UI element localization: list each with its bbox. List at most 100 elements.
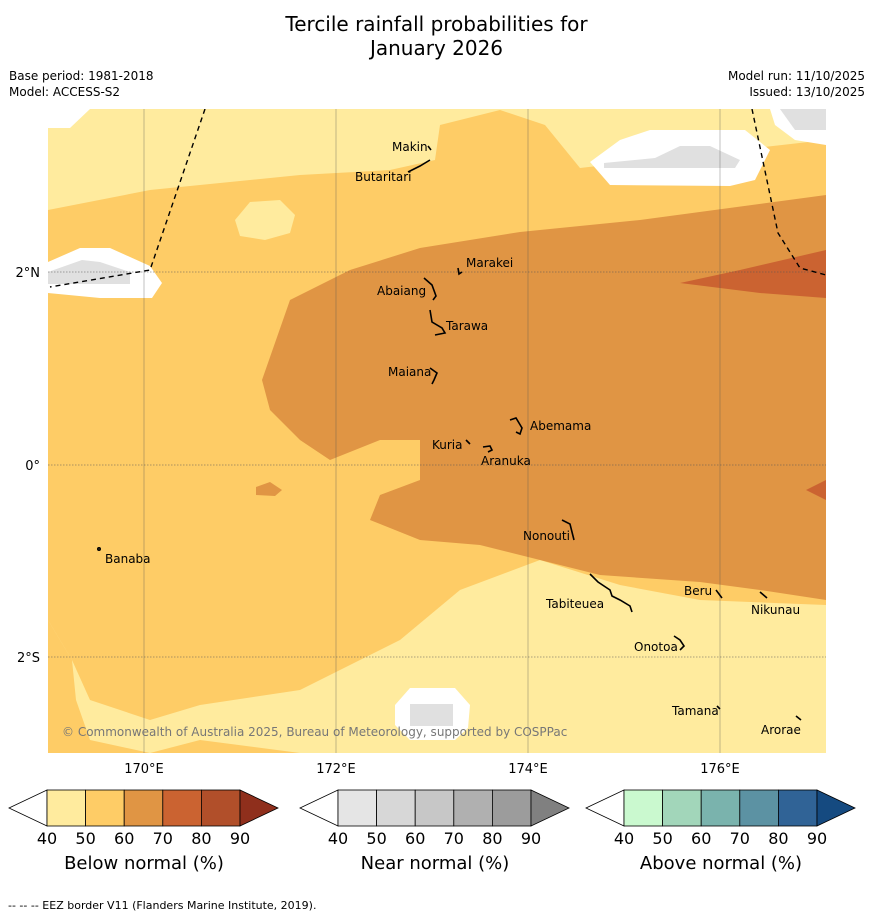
copyright-notice: © Commonwealth of Australia 2025, Bureau… [62,725,567,739]
island-nonouti-shape [561,519,575,541]
colorbar-below: 40 50 60 70 80 90 [8,789,279,848]
place-label-abemama: Abemama [530,419,591,433]
place-label-tabiteuea: Tabiteuea [545,597,604,611]
place-label-maiana: Maiana [388,365,431,379]
colorbar-near-segment [453,789,493,827]
colorbars: 40 50 60 70 80 90 40 50 60 70 80 90 40 50 60 70 80 90 [8,789,856,848]
colorbar-near-segment [337,789,377,827]
island-tamana-shape [716,705,721,710]
place-label-banaba: Banaba [105,552,151,566]
near-normal-fill-west [48,260,130,284]
prob-40-50-patch [235,200,295,240]
colorbar-below-tick-label: 50 [75,829,95,848]
place-label-tarawa: Tarawa [445,319,488,333]
lon-label-176e: 176°E [700,762,740,777]
island-tarawa-shape [429,309,447,336]
island-abemama-shape [509,417,523,436]
colorbar-below-segment [162,789,202,827]
colorbar-near-tick-label: 60 [405,829,425,848]
colorbar-below-title: Below normal (%) [64,853,224,874]
colorbar-near: 40 50 60 70 80 90 [299,789,570,848]
lat-label-2s: 2°S [17,651,40,666]
colorbar-below-over-extension [239,789,279,827]
prob-60-70-region [262,195,826,600]
near-normal-patch-top-left [48,109,90,128]
colorbar-near-tick-label: 80 [482,829,502,848]
eez-legend-footer: -- -- -- EEZ border V11 (Flanders Marine… [8,899,317,912]
island-marakei-shape [457,267,463,276]
lon-labels: 170°E 172°E 174°E 176°E [124,762,740,777]
colorbar-below-tick-label: 60 [114,829,134,848]
colorbar-below-segment [200,789,241,827]
colorbar-near-title: Near normal (%) [360,853,510,874]
island-butaritari-shape [407,159,431,173]
lon-label-170e: 170°E [124,762,164,777]
prob-70-80-region [680,250,826,298]
place-label-onotoa: Onotoa [634,640,678,654]
graticule [48,109,826,753]
title-line-1: Tercile rainfall probabilities for [285,12,588,36]
prob-70-80-patch-east [806,480,826,500]
colorbar-above-tick-label: 70 [730,829,750,848]
lat-labels: 2°N 0° 2°S [16,266,41,666]
colorbar-below-tick-label: 90 [230,829,250,848]
map-title: Tercile rainfall probabilities for Janua… [0,12,873,60]
lat-label-0: 0° [25,459,40,474]
meta-left: Base period: 1981-2018 Model: ACCESS-S2 [9,68,154,100]
place-label-beru: Beru [684,584,712,598]
island-makin-shape [427,145,432,151]
place-label-marakei: Marakei [466,256,513,270]
title-line-2: January 2026 [369,36,504,60]
prob-60-70-patch [256,482,282,496]
near-normal-fill-ne [604,146,740,168]
meta-right: Model run: 11/10/2025 Issued: 13/10/2025 [728,68,865,100]
prob-50-60-region-south [48,620,300,753]
colorbar-near-tick-label: 90 [521,829,541,848]
colorbar-near-segment [414,789,455,827]
colorbar-above-tick-label: 40 [614,829,634,848]
model-name: Model: ACCESS-S2 [9,85,121,99]
colorbar-near-tick-label: 40 [328,829,348,848]
place-label-nonouti: Nonouti [523,529,570,543]
island-nikunau-shape [759,591,768,599]
colorbar-above-segment [700,789,741,827]
colorbar-below-segment [85,789,125,827]
island-maiana-shape [429,367,438,385]
lon-label-172e: 172°E [316,762,356,777]
island-banaba-shape [97,546,102,551]
island-onotoa-shape [673,635,686,651]
place-label-makin: Makin [392,140,428,154]
eez-border [49,109,826,288]
island-beru-shape [715,589,723,599]
place-labels: Makin Butaritari Marakei Abaiang Tarawa … [105,140,801,737]
colorbar-near-segment [491,789,532,827]
colorbar-above-tick-label: 60 [691,829,711,848]
colorbar-above-over-extension [816,789,856,827]
island-kuria-shape [465,439,471,445]
colorbar-near-segment [376,789,416,827]
place-label-butaritari: Butaritari [355,170,412,184]
colorbar-above-under-extension [585,789,625,827]
model-run: Model run: 11/10/2025 [727,69,865,83]
colorbar-below-segment [46,789,86,827]
place-label-kuria: Kuria [432,438,463,452]
colorbar-above-tick-label: 80 [768,829,788,848]
colorbar-near-tick-label: 50 [366,829,386,848]
place-label-abaiang: Abaiang [377,284,426,298]
colorbar-above-segment [739,789,779,827]
near-normal-fill-south [410,704,453,726]
colorbar-below-segment [123,789,164,827]
place-label-nikunau: Nikunau [751,603,800,617]
colorbar-above-segment [662,789,702,827]
colorbar-above-title: Above normal (%) [639,853,803,874]
issued-date: Issued: 13/10/2025 [749,85,865,99]
forecast-map-panel: Makin Butaritari Marakei Abaiang Tarawa … [48,109,826,753]
lon-label-174e: 174°E [508,762,548,777]
island-abaiang-shape [423,277,437,301]
base-period: Base period: 1981-2018 [9,69,154,83]
colorbar-below-tick-label: 40 [37,829,57,848]
island-aranuka-shape [482,445,494,453]
colorbar-near-under-extension [299,789,339,827]
colorbar-above-tick-label: 50 [652,829,672,848]
